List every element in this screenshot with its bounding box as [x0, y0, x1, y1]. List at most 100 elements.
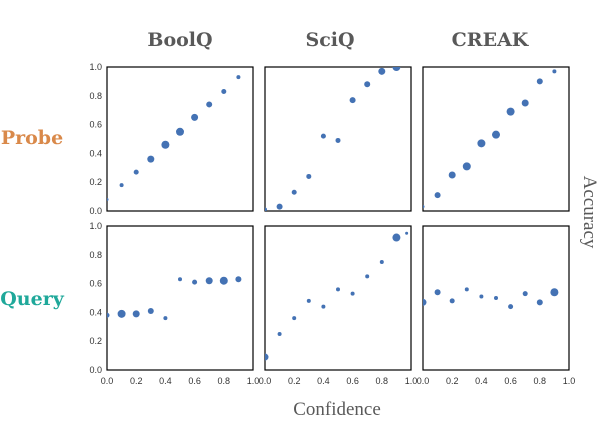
data-point	[392, 233, 401, 242]
data-point	[107, 312, 110, 318]
y-tick-label: 0.6	[89, 120, 102, 130]
panel-creak-query: 0.0 0.2 0.4 0.6 0.8 1.0	[417, 225, 576, 386]
y-tick-label: 0.8	[89, 91, 102, 101]
data-point	[494, 296, 498, 300]
data-point	[306, 173, 312, 179]
x-tick-label: 0.4	[159, 376, 172, 386]
data-point	[192, 279, 198, 285]
x-tick-label: 0.8	[218, 376, 231, 386]
data-point	[306, 298, 311, 303]
y-tick-label: 0.6	[89, 279, 102, 289]
data-point	[236, 75, 241, 80]
data-point	[379, 260, 384, 264]
data-point	[277, 332, 282, 336]
x-tick-label: 0.0	[101, 376, 114, 386]
panel-sciq-probe	[264, 66, 412, 212]
data-point	[477, 139, 486, 148]
data-point	[392, 67, 401, 71]
row-label-query: Query	[0, 288, 64, 310]
x-tick-label: 0.6	[504, 376, 517, 386]
data-point	[132, 310, 140, 318]
points-sciq-query	[265, 231, 409, 361]
data-point	[107, 197, 109, 201]
points-sciq-probe	[265, 67, 401, 211]
x-tick-label: 0.6	[188, 376, 201, 386]
x-tick-label: 0.0	[259, 376, 272, 386]
x-tick-label: 1.0	[247, 376, 260, 386]
panel-boolq-query: 0.0 0.2 0.4 0.6 0.8 1.0 0.0 0.2 0.4 0.6 0.8 1.0	[89, 221, 259, 386]
data-point	[464, 287, 469, 292]
x-tick-label: 0.2	[288, 376, 301, 386]
x-tick-label: 1.0	[405, 376, 418, 386]
data-point	[335, 137, 341, 143]
data-point	[147, 155, 155, 163]
data-point	[550, 288, 559, 297]
data-point	[506, 107, 515, 116]
data-point	[191, 113, 199, 121]
data-point	[147, 307, 154, 314]
x-tick-label: 0.4	[475, 376, 488, 386]
x-tick-label: 0.6	[346, 376, 359, 386]
y-tick-label: 0.0	[89, 206, 102, 216]
panel-creak-probe	[422, 66, 570, 212]
data-point	[119, 183, 124, 188]
y-tick-label: 0.0	[89, 365, 102, 375]
panel-frame	[422, 66, 570, 212]
data-point	[178, 277, 182, 282]
panel-boolq-probe: 0.0 0.2 0.4 0.6 0.8 1.0	[89, 62, 254, 216]
data-point	[536, 299, 543, 306]
data-point	[378, 67, 386, 75]
y-tick-label: 0.4	[89, 307, 102, 317]
x-tick-label: 1.0	[563, 376, 576, 386]
data-point	[133, 169, 139, 175]
data-point	[508, 304, 514, 310]
data-point	[265, 353, 269, 361]
data-point	[265, 207, 267, 211]
data-point	[536, 78, 543, 85]
x-tick-label: 0.8	[376, 376, 389, 386]
data-point	[161, 140, 170, 149]
data-point	[462, 162, 471, 171]
data-point	[349, 97, 356, 104]
panel-frame	[422, 225, 570, 371]
data-point	[176, 127, 184, 136]
column-title-sciq: SciQ	[305, 29, 354, 51]
data-point	[405, 231, 409, 235]
data-point	[423, 298, 427, 306]
y-tick-label: 1.0	[89, 221, 102, 231]
data-point	[449, 298, 455, 304]
data-point	[434, 289, 441, 296]
panel-frame	[264, 66, 412, 212]
data-point	[320, 133, 326, 139]
data-point	[479, 294, 484, 299]
y-tick-label: 0.8	[89, 250, 102, 260]
data-point	[292, 316, 297, 321]
x-tick-label: 0.2	[446, 376, 459, 386]
y-axis-title: Accuracy	[579, 176, 598, 249]
x-tick-label: 0.2	[130, 376, 143, 386]
x-axis-title: Confidence	[293, 399, 381, 420]
x-tick-label: 0.8	[534, 376, 547, 386]
data-point	[163, 316, 168, 321]
data-point	[365, 274, 370, 279]
panel-sciq-query: 0.0 0.2 0.4 0.6 0.8 1.0	[259, 225, 418, 386]
data-point	[206, 101, 213, 108]
points-boolq-query	[107, 276, 242, 321]
data-point	[221, 88, 227, 94]
y-tick-label: 1.0	[89, 62, 102, 72]
data-point	[336, 287, 340, 292]
data-point	[276, 203, 283, 210]
x-tick-label: 0.4	[317, 376, 330, 386]
data-point	[522, 291, 528, 297]
y-tick-label: 0.4	[89, 148, 102, 158]
data-point	[219, 276, 228, 285]
y-tick-label: 0.2	[89, 336, 102, 346]
data-point	[423, 205, 425, 209]
data-point	[205, 277, 213, 285]
column-title-boolq: BoolQ	[147, 29, 212, 51]
data-point	[235, 276, 242, 283]
points-creak-query	[423, 287, 559, 310]
row-label-probe: Probe	[1, 127, 63, 149]
data-point	[117, 309, 126, 318]
